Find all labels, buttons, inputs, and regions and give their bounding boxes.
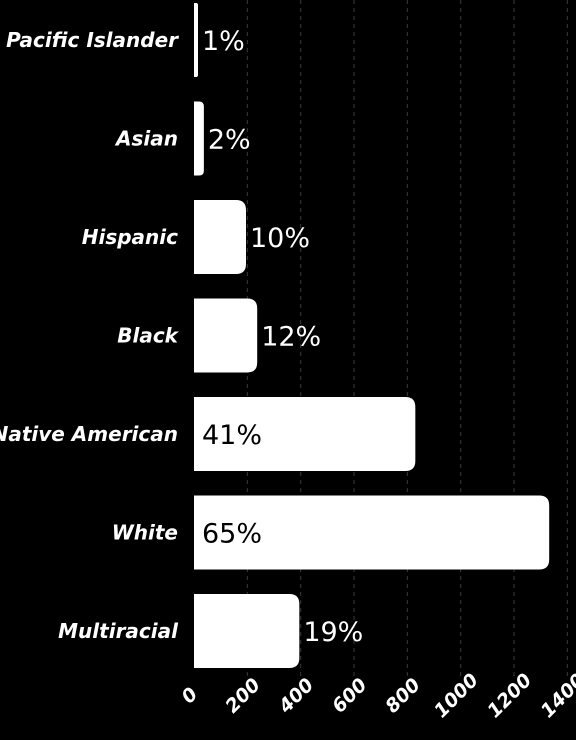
data-label-black: 12% (261, 322, 321, 353)
x-tick-label-1200: 1200 (483, 669, 536, 722)
bar-white (194, 495, 550, 570)
grid-layer (246, 0, 568, 676)
bar-layer (194, 3, 550, 668)
data-label-hispanic: 10% (250, 223, 310, 254)
x-tick-label-200: 200 (221, 674, 265, 718)
category-label-multiracial: Multiracial (58, 619, 179, 643)
category-label-asian: Asian (114, 127, 178, 151)
category-label-pacific-islander: Pacific Islander (6, 28, 179, 52)
category-label-black: Black (117, 324, 179, 348)
data-label-native-american: 41% (202, 420, 262, 451)
x-tick-label-400: 400 (274, 674, 318, 718)
data-label-multiracial: 19% (303, 617, 363, 648)
bar-native-american (194, 397, 416, 471)
bar-hispanic (194, 200, 246, 274)
bar-pacific-islander (194, 3, 198, 77)
x-tick-label-1000: 1000 (430, 669, 483, 722)
category-label-native-american: Native American (0, 422, 178, 446)
data-label-white: 65% (202, 519, 262, 550)
label-layer: Pacific Islander 1% Asian 2% Hispanic 10% Blac… (0, 26, 363, 648)
bar-asian (194, 101, 204, 176)
bar-black (194, 298, 258, 373)
x-tick-label-600: 600 (328, 674, 372, 718)
x-tick-label-800: 800 (381, 674, 425, 718)
data-label-asian: 2% (208, 125, 251, 156)
x-axis: 0 200 400 600 800 1000 1200 1400 (177, 669, 576, 722)
x-tick-label-0: 0 (177, 683, 202, 708)
bar-multiracial (194, 594, 300, 668)
x-tick-label-1400: 1400 (537, 669, 576, 722)
category-label-hispanic: Hispanic (82, 225, 178, 249)
data-label-pacific-islander: 1% (202, 26, 245, 57)
category-label-white: White (112, 521, 178, 545)
